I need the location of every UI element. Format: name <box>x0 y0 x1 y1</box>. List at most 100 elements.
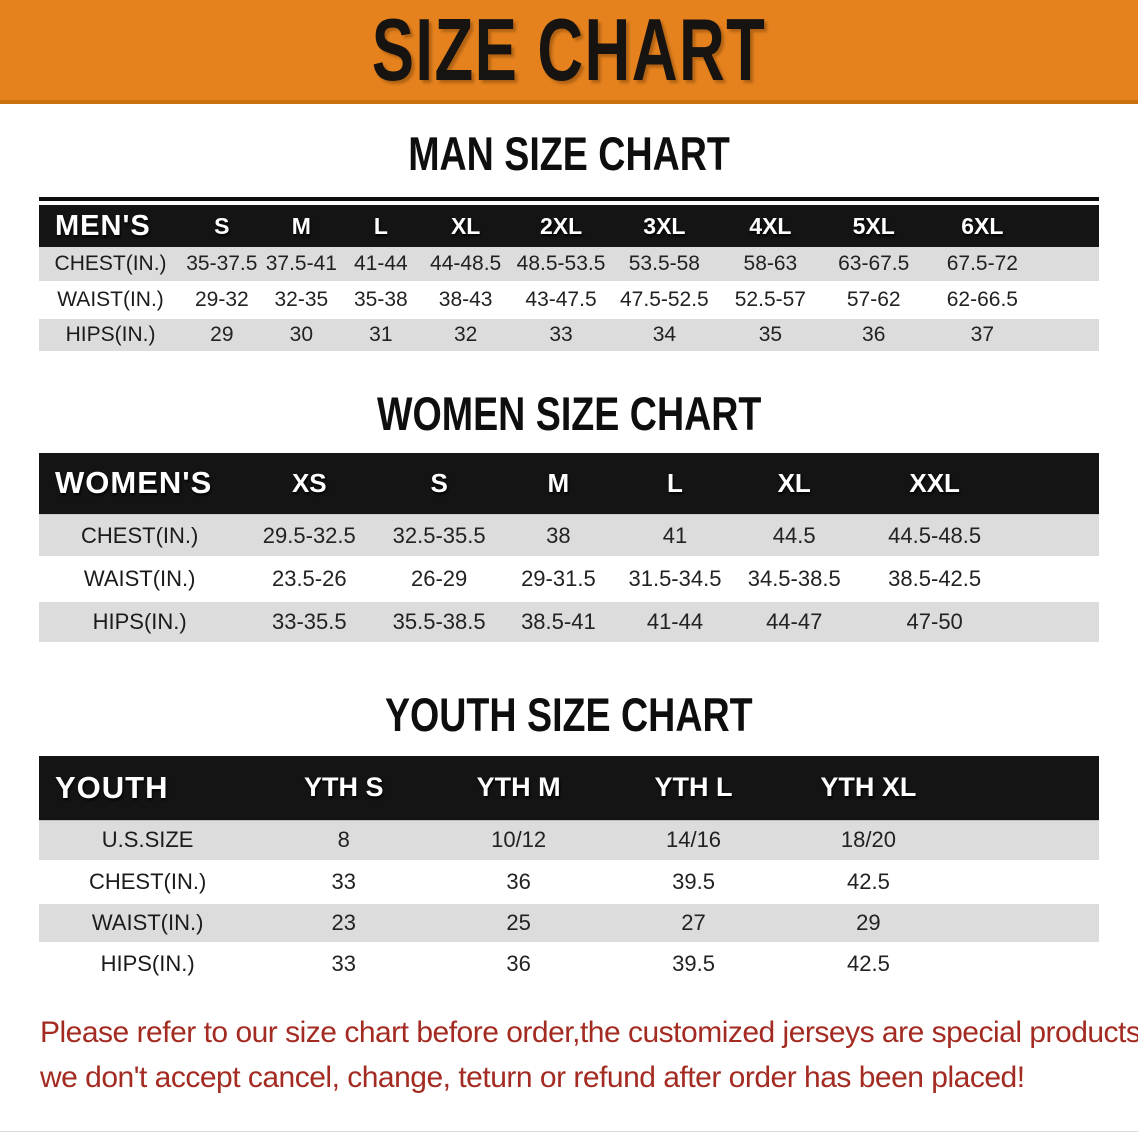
women-table-header-row: WOMEN'S XS S M L XL XXL <box>39 452 1099 515</box>
size-value-cell: 29.5-32.5 <box>240 514 379 559</box>
men-table-row: HIPS(IN.) 29 30 31 32 33 34 35 36 37 <box>39 317 1099 354</box>
youth-table-corner-label: YOUTH <box>39 756 257 820</box>
size-value-cell: 52.5-57 <box>717 282 824 319</box>
men-table-corner-label: MEN'S <box>39 205 183 247</box>
size-value-cell: 47-50 <box>855 600 1015 645</box>
row-label: HIPS(IN.) <box>39 942 257 986</box>
men-size-column-header: XL <box>420 205 511 247</box>
row-filler-cell <box>955 901 1099 945</box>
size-value-cell: 63-67.5 <box>823 247 925 284</box>
size-value-cell: 33 <box>510 317 612 354</box>
row-filler-cell <box>1040 282 1099 319</box>
youth-table-row: CHEST(IN.) 33 36 39.5 42.5 <box>39 860 1099 904</box>
size-value-cell: 18/20 <box>780 819 956 863</box>
row-label: WAIST(IN.) <box>39 557 241 602</box>
youth-size-column-header: YTH L <box>606 756 781 820</box>
row-filler-cell <box>1014 600 1099 645</box>
women-section: WOMEN SIZE CHART WOMEN'S XS S M L XL XXL CHEST(… <box>0 354 1138 645</box>
size-value-cell: 29-32 <box>182 282 262 319</box>
size-value-cell: 53.5-58 <box>611 247 718 284</box>
size-value-cell: 33-35.5 <box>240 600 379 645</box>
size-value-cell: 29 <box>780 901 956 945</box>
size-value-cell: 42.5 <box>780 860 956 904</box>
women-size-column-header: L <box>616 452 734 515</box>
size-value-cell: 34.5-38.5 <box>733 557 856 602</box>
youth-size-table: YOUTH YTH S YTH M YTH L YTH XL U.S.SIZE 8 10/12… <box>39 756 1099 986</box>
men-table-wrap: MEN'S S M L XL 2XL 3XL 4XL 5XL 6XL CHEST(IN.) 35-37… <box>39 197 1099 354</box>
size-value-cell: 38-43 <box>420 282 511 319</box>
size-value-cell: 41-44 <box>341 247 421 284</box>
women-table-corner-label: WOMEN'S <box>39 452 241 515</box>
size-value-cell: 23 <box>256 901 432 945</box>
row-filler-cell <box>1040 317 1099 354</box>
size-value-cell: 35-38 <box>341 282 421 319</box>
size-value-cell: 8 <box>256 819 432 863</box>
row-label: HIPS(IN.) <box>39 317 183 354</box>
banner-title-wrap: SIZE CHART <box>295 6 843 94</box>
size-value-cell: 41-44 <box>616 600 734 645</box>
banner: SIZE CHART <box>0 0 1138 104</box>
size-value-cell: 38.5-42.5 <box>855 557 1015 602</box>
size-value-cell: 39.5 <box>606 942 781 986</box>
men-size-column-header: M <box>261 205 342 247</box>
disclaimer: Please refer to our size chart before or… <box>0 1010 1138 1100</box>
size-value-cell: 47.5-52.5 <box>611 282 718 319</box>
men-table-row: CHEST(IN.) 35-37.5 37.5-41 41-44 44-48.5 48.5… <box>39 247 1099 284</box>
header-filler-cell <box>1014 452 1099 515</box>
youth-size-column-header: YTH M <box>431 756 607 820</box>
size-value-cell: 41 <box>616 514 734 559</box>
size-value-cell: 42.5 <box>780 942 956 986</box>
size-value-cell: 25 <box>431 901 607 945</box>
size-value-cell: 37.5-41 <box>261 247 342 284</box>
size-value-cell: 26-29 <box>378 557 501 602</box>
row-filler-cell <box>1014 514 1099 559</box>
size-value-cell: 10/12 <box>431 819 607 863</box>
size-value-cell: 38 <box>500 514 617 559</box>
header-filler-cell <box>955 756 1099 820</box>
size-value-cell: 36 <box>431 860 607 904</box>
size-value-cell: 58-63 <box>717 247 824 284</box>
row-label: CHEST(IN.) <box>39 247 183 284</box>
youth-size-column-header: YTH S <box>256 756 432 820</box>
men-size-column-header: 6XL <box>924 205 1041 247</box>
row-filler-cell <box>955 942 1099 986</box>
size-value-cell: 62-66.5 <box>924 282 1041 319</box>
men-table-row: WAIST(IN.) 29-32 32-35 35-38 38-43 43-47.5 47.… <box>39 282 1099 319</box>
row-label: HIPS(IN.) <box>39 600 241 645</box>
size-value-cell: 14/16 <box>606 819 781 863</box>
men-table-header-row: MEN'S S M L XL 2XL 3XL 4XL 5XL 6XL <box>39 205 1099 247</box>
youth-heading-row: YOUTH SIZE CHART <box>0 645 1138 756</box>
women-size-column-header: XL <box>733 452 856 515</box>
row-filler-cell <box>1040 247 1099 284</box>
youth-section-heading: YOUTH SIZE CHART <box>385 688 753 741</box>
row-filler-cell <box>955 819 1099 863</box>
women-table-row: CHEST(IN.) 29.5-32.5 32.5-35.5 38 41 44.5 44.5… <box>39 514 1099 559</box>
size-value-cell: 29-31.5 <box>500 557 617 602</box>
men-size-column-header: 5XL <box>823 205 925 247</box>
size-value-cell: 23.5-26 <box>240 557 379 602</box>
row-filler-cell <box>955 860 1099 904</box>
disclaimer-line-1: Please refer to our size chart before or… <box>40 1015 1138 1049</box>
women-table-row: WAIST(IN.) 23.5-26 26-29 29-31.5 31.5-34.5 34… <box>39 557 1099 602</box>
women-size-column-header: M <box>500 452 617 515</box>
size-value-cell: 44-47 <box>733 600 856 645</box>
women-heading-row: WOMEN SIZE CHART <box>0 354 1138 453</box>
men-size-column-header: S <box>182 205 262 247</box>
size-value-cell: 44.5-48.5 <box>855 514 1015 559</box>
size-value-cell: 32-35 <box>261 282 342 319</box>
men-size-column-header: 2XL <box>510 205 612 247</box>
men-size-column-header: 4XL <box>717 205 824 247</box>
size-chart-page: SIZE CHART MAN SIZE CHART MEN'S S M L XL 2XL 3… <box>0 0 1138 1100</box>
women-section-heading: WOMEN SIZE CHART <box>376 386 762 440</box>
row-label: CHEST(IN.) <box>39 860 257 904</box>
row-label: U.S.SIZE <box>39 819 257 863</box>
size-value-cell: 35.5-38.5 <box>378 600 501 645</box>
size-value-cell: 44-48.5 <box>420 247 511 284</box>
women-size-table: WOMEN'S XS S M L XL XXL CHEST(IN.) 29.5-32.5 32.5… <box>39 452 1099 645</box>
women-table-wrap: WOMEN'S XS S M L XL XXL CHEST(IN.) 29.5-32.5 32.5… <box>39 452 1099 645</box>
women-size-column-header: S <box>378 452 501 515</box>
size-value-cell: 48.5-53.5 <box>510 247 612 284</box>
page-title: SIZE CHART <box>371 0 767 99</box>
size-value-cell: 39.5 <box>606 860 781 904</box>
size-value-cell: 44.5 <box>733 514 856 559</box>
